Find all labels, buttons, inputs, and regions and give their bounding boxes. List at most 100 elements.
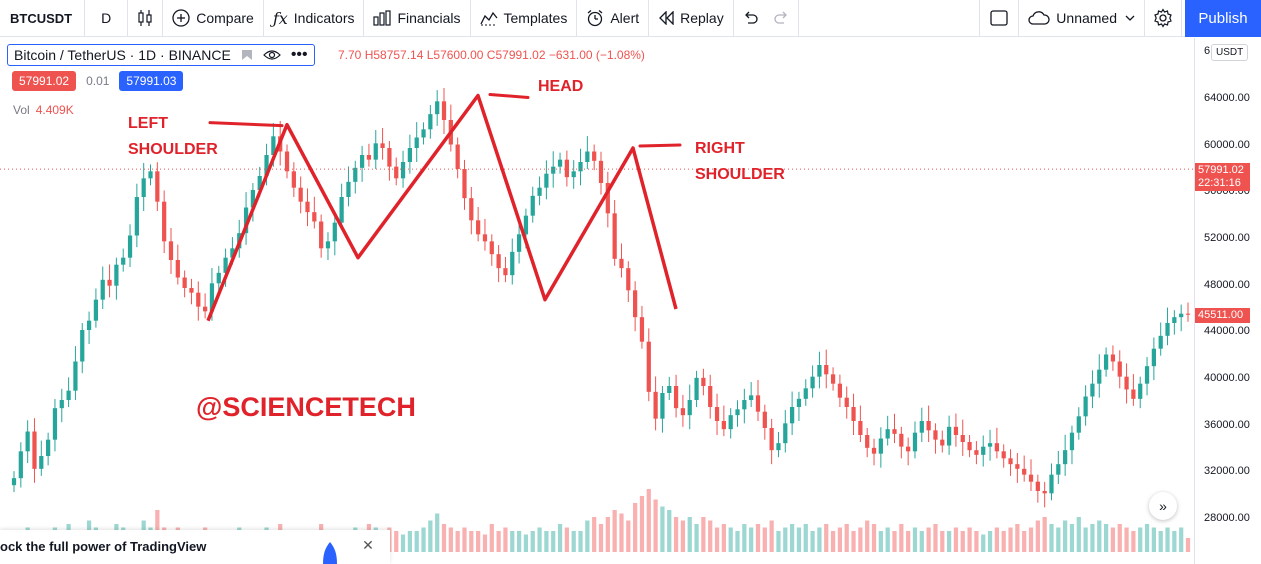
candle-body — [551, 166, 556, 174]
candle-body — [203, 306, 208, 312]
currency-badge[interactable]: USDT — [1211, 44, 1249, 61]
candle-body — [1069, 432, 1075, 451]
volume-bar — [1124, 527, 1129, 552]
candle-body — [871, 447, 877, 454]
volume-bar — [1110, 527, 1116, 552]
candle-body — [762, 411, 767, 428]
candle-body — [817, 365, 822, 377]
interval-button[interactable]: D — [85, 0, 129, 37]
price-tick-label: 48000.00 — [1204, 278, 1250, 291]
volume-bar — [441, 524, 447, 552]
volume-bar — [496, 531, 501, 552]
undo-button[interactable] — [734, 0, 766, 37]
candle-body — [182, 277, 187, 288]
chart-type-button[interactable] — [128, 0, 164, 37]
publish-button[interactable]: Publish — [1185, 0, 1261, 37]
volume-bar — [728, 527, 733, 552]
candle-body — [32, 431, 37, 469]
candle-body — [223, 257, 228, 273]
candle-body — [407, 148, 412, 162]
bar-countdown: 22:31:16 — [1198, 177, 1241, 190]
candle-body — [134, 197, 139, 236]
volume-bar — [544, 531, 549, 552]
price-axis[interactable]: 6 USDT 64000.00 60000.00 56000.00 52000.00 4… — [1194, 38, 1261, 564]
volume-bar — [721, 524, 726, 552]
price-tick-label: 40000.00 — [1204, 372, 1250, 384]
price-tick-partial: 6 — [1204, 45, 1211, 57]
candle-body — [148, 171, 153, 179]
right-shoulder-line1: RIGHT — [695, 140, 745, 157]
symbol-search-button[interactable]: BTCUSDT — [0, 0, 86, 37]
layout-menu-button[interactable]: Unnamed — [1019, 0, 1145, 37]
indicators-button[interactable]: ƒx Indicators — [264, 0, 365, 37]
fullscreen-layout-button[interactable] — [980, 0, 1020, 37]
volume-bar — [755, 524, 761, 552]
buy-button[interactable]: 57991.03 — [119, 71, 184, 91]
templates-button[interactable]: Templates — [471, 0, 578, 37]
candle-body — [353, 167, 358, 182]
volume-bar — [987, 531, 993, 552]
volume-bar — [1151, 527, 1156, 552]
volume-bar — [516, 531, 522, 552]
banner-text: ock the full power of TradingView — [0, 539, 207, 554]
volume-bar — [1185, 538, 1191, 552]
templates-icon — [479, 10, 498, 26]
candle-body — [899, 433, 904, 447]
undo-icon — [742, 11, 758, 25]
candle-body — [598, 160, 604, 183]
current-price-tag: 45511.00 — [1195, 307, 1250, 323]
flag-icon[interactable] — [241, 49, 253, 61]
head-shoulders-pattern-line — [206, 93, 678, 322]
volume-bar — [1042, 517, 1047, 552]
layout-name: Unnamed — [1056, 10, 1117, 26]
candle-body — [844, 397, 849, 407]
alert-label: Alert — [610, 10, 640, 26]
volume-bar — [564, 527, 569, 552]
replay-button[interactable]: Replay — [649, 0, 734, 37]
redo-button[interactable] — [766, 0, 799, 37]
volume-bar — [714, 527, 720, 552]
candle-body — [476, 220, 481, 235]
candle-body — [1110, 354, 1116, 362]
candle-body — [974, 450, 979, 455]
volume-label: Vol — [13, 103, 30, 117]
compare-button[interactable]: Compare — [163, 0, 264, 37]
volume-bar — [1158, 531, 1163, 552]
head-label: HEAD — [538, 78, 584, 95]
candle-body — [994, 443, 999, 452]
candle-body — [175, 260, 180, 278]
alert-button[interactable]: Alert — [577, 0, 650, 37]
candle-body — [394, 166, 399, 179]
symbol-legend[interactable]: Bitcoin / TetherUS · 1D · BINANCE ••• — [7, 44, 315, 66]
volume-bar — [694, 524, 699, 552]
volume-bar — [1117, 524, 1122, 552]
double-chevron-right-icon: » — [1159, 498, 1167, 514]
volume-bar — [537, 527, 542, 552]
volume-bar — [708, 520, 713, 552]
more-icon[interactable]: ••• — [290, 46, 308, 63]
interval-label: D — [101, 10, 112, 26]
eye-icon[interactable] — [262, 49, 281, 61]
cloud-icon — [1028, 11, 1050, 25]
symbol-label: BTCUSDT — [10, 10, 73, 26]
candle-body — [257, 176, 262, 190]
candle-body — [946, 426, 952, 446]
candle-body — [264, 155, 269, 176]
candle-body — [107, 279, 112, 286]
candle-body — [1138, 383, 1143, 399]
settings-button[interactable] — [1145, 0, 1182, 37]
candle-body — [400, 162, 406, 179]
volume-bar — [428, 520, 433, 552]
top-toolbar: BTCUSDT D Compare ƒx Indicators Financia… — [0, 0, 1261, 37]
candle-body — [1117, 361, 1122, 377]
close-icon[interactable]: ✕ — [362, 537, 374, 553]
candle-body — [298, 187, 303, 202]
candle-body — [162, 201, 167, 242]
financials-button[interactable]: Financials — [364, 0, 471, 37]
candle-body — [196, 292, 201, 307]
sell-button[interactable]: 57991.02 — [12, 71, 77, 91]
upgrade-banner[interactable]: ock the full power of TradingView ✕ — [0, 530, 390, 564]
volume-bar — [796, 527, 802, 552]
volume-bar — [646, 489, 651, 552]
scroll-to-realtime-button[interactable]: » — [1149, 492, 1177, 520]
